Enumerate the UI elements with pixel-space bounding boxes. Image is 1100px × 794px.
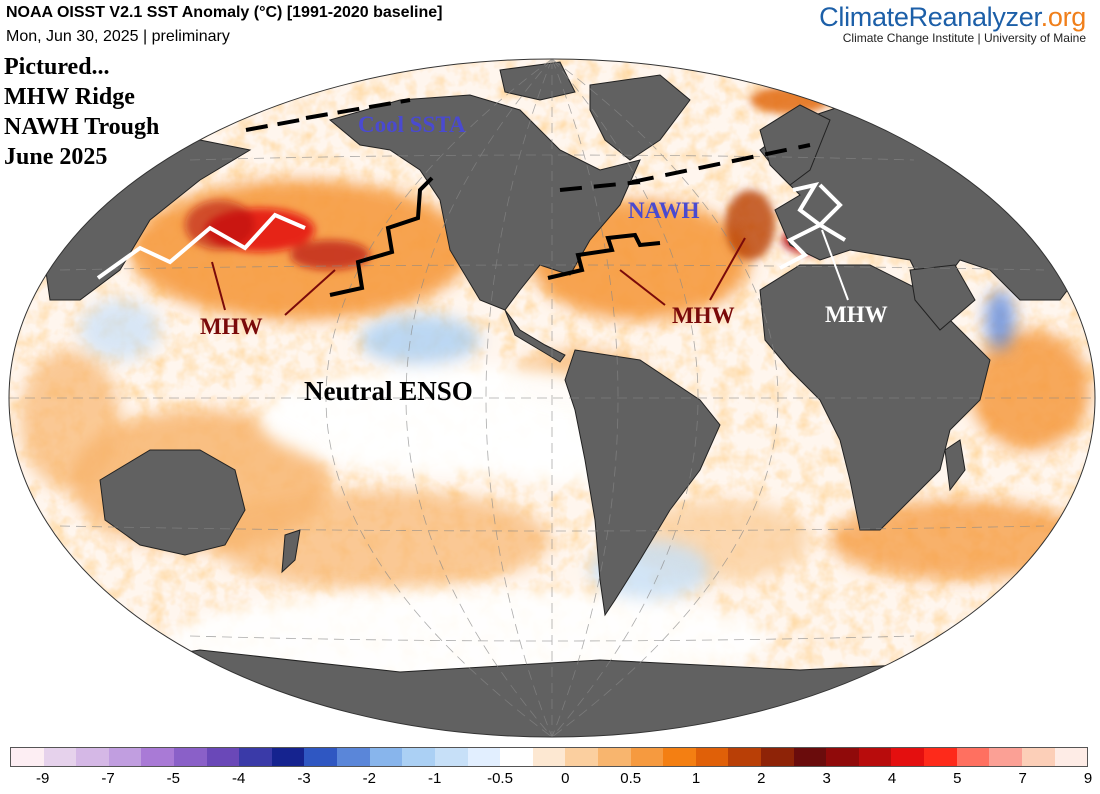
nawh-trough-lines <box>245 98 811 297</box>
colorbar-swatch <box>304 748 338 766</box>
brand-affiliation: Climate Change Institute | University of… <box>842 31 1086 45</box>
colorbar-swatch <box>141 748 175 766</box>
brand-name-tld: .org <box>1040 2 1087 32</box>
colorbar-swatch <box>761 748 794 766</box>
colorbar-swatch <box>793 748 827 766</box>
colorbar-swatch <box>434 748 468 766</box>
colorbar-swatch <box>989 748 1022 766</box>
colorbar-tick-label: 1 <box>691 770 701 787</box>
greenland <box>589 74 691 161</box>
pictured-legend: Pictured... MHW Ridge NAWH Trough June 2… <box>4 52 159 172</box>
colorbar-swatch <box>858 748 892 766</box>
colorbar-tick-label: -5 <box>166 770 180 787</box>
antarctica <box>9 649 1095 737</box>
globe-outline <box>8 58 1096 738</box>
cool-ssta-label: Cool SSTA <box>358 112 466 137</box>
colorbar-tick-label: 2 <box>757 770 766 787</box>
colorbar-swatch <box>532 748 566 766</box>
colorbar-tick-label: -2 <box>362 770 376 787</box>
colorbar-swatch <box>597 748 631 766</box>
madagascar <box>944 439 966 492</box>
colorbar-swatch <box>826 748 859 766</box>
mhw-med-label: MHW <box>825 302 888 327</box>
pictured-line: MHW Ridge <box>4 84 135 110</box>
brand-logo[interactable]: ClimateReanalyzer.org <box>819 2 1086 33</box>
graticule <box>9 59 1095 737</box>
colorbar-tick-label: -4 <box>231 770 246 787</box>
mhw-ridge-lines <box>96 182 847 280</box>
colorbar-tick-label: -3 <box>297 770 311 787</box>
colorbar-swatch <box>467 748 501 766</box>
colorbar-swatch <box>206 748 240 766</box>
colorbar-swatch <box>402 748 435 766</box>
colorbar-tick-label: 0 <box>561 770 570 787</box>
colorbar-swatch <box>369 748 403 766</box>
colorbar-labels: -9 -7 -5 -4 -3 -2 -1 -0.5 0 0.5 1 2 3 4 5 7 9 <box>0 770 1100 792</box>
mhw-pointer-lines <box>211 237 746 316</box>
map-title: NOAA OISST V2.1 SST Anomaly (°C) [1991-2… <box>6 4 443 21</box>
colorbar-swatch <box>11 748 44 766</box>
colorbar-swatch <box>500 748 533 766</box>
colorbar <box>10 747 1088 767</box>
africa <box>759 264 991 531</box>
colorbar-swatch <box>565 748 598 766</box>
colorbar-swatch <box>1021 748 1055 766</box>
new-zealand <box>281 529 301 574</box>
colorbar-swatch <box>271 748 305 766</box>
map-subtitle: Mon, Jun 30, 2025 | preliminary <box>6 28 230 45</box>
colorbar-tick-label: 7 <box>1018 770 1027 787</box>
pictured-line: June 2025 <box>4 144 108 170</box>
mhw-atlantic-label: MHW <box>672 303 735 328</box>
colorbar-tick-label: 4 <box>887 770 897 787</box>
south-america <box>564 349 721 617</box>
colorbar-swatch <box>728 748 762 766</box>
colorbar-swatch <box>1054 748 1088 766</box>
colorbar-swatch <box>630 748 664 766</box>
central-america <box>504 309 566 363</box>
colorbar-tick-label: 3 <box>822 770 831 787</box>
colorbar-swatch <box>239 748 272 766</box>
sst-anomaly-map: Cool SSTA NAWH MHW MHW MHW Neutral ENSO <box>8 58 1096 738</box>
colorbar-swatch <box>76 748 109 766</box>
colorbar-swatch <box>924 748 957 766</box>
brand: ClimateReanalyzer.org Climate Change Ins… <box>819 2 1086 45</box>
colorbar-swatch <box>956 748 990 766</box>
arabian-peninsula <box>909 264 976 331</box>
colorbar-swatch <box>174 748 207 766</box>
mhw-pacific-label: MHW <box>200 314 263 339</box>
colorbar-tick-label: 5 <box>953 770 962 787</box>
pictured-line: Pictured... <box>4 54 110 80</box>
colorbar-tick-label: -0.5 <box>487 770 513 787</box>
nawh-label: NAWH <box>628 198 700 223</box>
brand-name-main: ClimateReanalyzer <box>819 2 1041 32</box>
colorbar-tick-label: 0.5 <box>620 770 642 787</box>
colorbar-tick-label: -7 <box>101 770 115 787</box>
scandinavia <box>759 104 831 186</box>
pictured-line: NAWH Trough <box>4 114 160 140</box>
colorbar-swatch <box>695 748 729 766</box>
colorbar-tick-label: 9 <box>1083 770 1093 787</box>
colorbar-swatch <box>337 748 370 766</box>
colorbar-swatch <box>43 748 77 766</box>
colorbar-tick-label: -9 <box>35 770 50 787</box>
colorbar-swatch <box>891 748 925 766</box>
colorbar-swatch <box>108 748 142 766</box>
colorbar-swatch <box>663 748 696 766</box>
colorbar-tick-label: -1 <box>427 770 442 787</box>
enso-label: Neutral ENSO <box>304 376 473 406</box>
mhw-pointer-white <box>821 229 849 301</box>
